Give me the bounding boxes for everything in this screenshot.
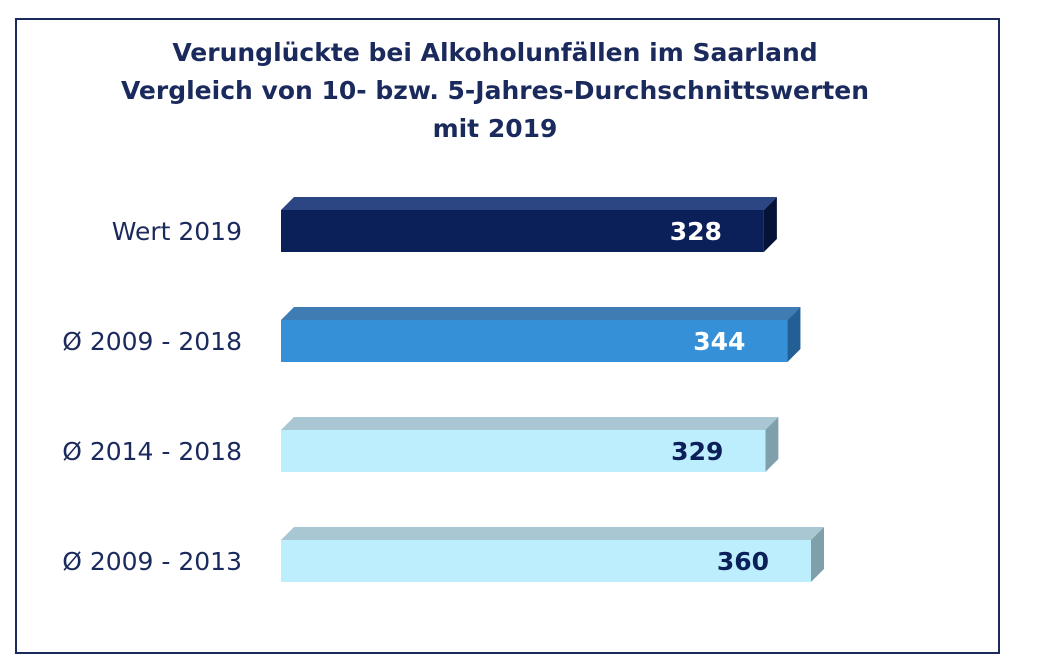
bar	[281, 430, 766, 472]
bar-side-face	[763, 197, 777, 252]
chart-title: Verunglückte bei Alkoholunfällen im Saar…	[100, 34, 890, 148]
bar-top-face	[281, 197, 777, 210]
category-label: Ø 2009 - 2018	[62, 327, 242, 356]
value-label: 360	[717, 547, 769, 576]
value-label: 329	[671, 437, 723, 466]
value-label: 328	[670, 217, 722, 246]
bar-side-face	[811, 527, 824, 582]
bar-group: Ø 2009 - 2013 360	[62, 527, 824, 582]
bar-top-face	[281, 307, 801, 320]
bar-top-face	[281, 527, 824, 540]
chart-title-line-2: Vergleich von 10- bzw. 5-Jahres-Durchsch…	[120, 76, 870, 105]
chart-title-line-1: Verunglückte bei Alkoholunfällen im Saar…	[172, 38, 818, 67]
bar	[281, 320, 788, 362]
bar-side-face	[787, 307, 801, 362]
value-label: 344	[693, 327, 745, 356]
category-label: Wert 2019	[112, 217, 242, 246]
category-label: Ø 2009 - 2013	[62, 547, 242, 576]
bar	[281, 210, 764, 252]
bar-side-face	[765, 417, 779, 472]
category-label: Ø 2014 - 2018	[62, 437, 242, 466]
bar	[281, 540, 811, 582]
chart-title-line-3: mit 2019	[432, 114, 558, 143]
bar-group: Ø 2014 - 2018 329	[62, 417, 779, 472]
bar-top-face	[281, 417, 779, 430]
bars-layer: Wert 2019 328 Ø 2009 - 2018 344 Ø 2014 - 201…	[62, 197, 824, 582]
bar-group: Wert 2019 328	[112, 197, 777, 252]
bar-group: Ø 2009 - 2018 344	[62, 307, 801, 362]
